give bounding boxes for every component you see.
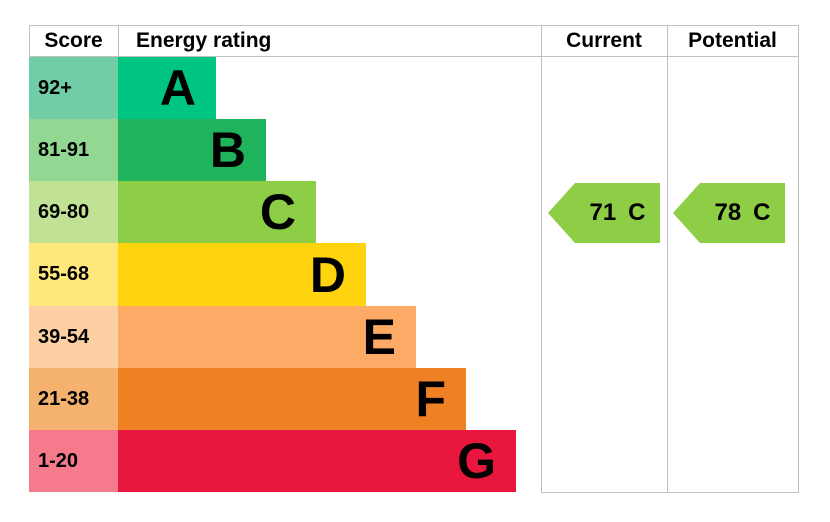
band-bar: C bbox=[118, 181, 316, 243]
left-pointing-arrow-shape bbox=[548, 183, 660, 243]
table-border-right bbox=[798, 25, 799, 493]
potential-rating-label: 78 C bbox=[700, 183, 785, 243]
score-column-header: Score bbox=[44, 29, 103, 52]
band-letter: E bbox=[362, 309, 396, 365]
score-range-cell: 81-91 bbox=[29, 119, 118, 181]
table-border-bottom bbox=[541, 492, 799, 493]
score-range-cell: 1-20 bbox=[29, 430, 118, 492]
score-range-cell: 21-38 bbox=[29, 368, 118, 430]
band-letter: F bbox=[415, 371, 446, 427]
score-range-cell: 55-68 bbox=[29, 243, 118, 306]
current-rating-arrow: 71 C bbox=[548, 183, 660, 243]
potential-rating-band: C bbox=[753, 199, 771, 226]
potential-rating-arrow: 78 C bbox=[673, 183, 785, 243]
band-letter: B bbox=[209, 122, 246, 178]
band-letter: A bbox=[159, 60, 196, 116]
energy-rating-column-header: Energy rating bbox=[136, 29, 272, 52]
current-rating-band: C bbox=[628, 199, 646, 226]
score-range-cell: 92+ bbox=[29, 57, 118, 119]
score-range-cell: 69-80 bbox=[29, 181, 118, 243]
current-rating-label: 71 C bbox=[575, 183, 660, 243]
potential-column-left-border bbox=[667, 25, 668, 493]
band-bar: D bbox=[118, 243, 366, 306]
current-column-left-border bbox=[541, 25, 542, 493]
current-rating-value: 71 bbox=[589, 199, 617, 226]
score-column-left-border bbox=[29, 25, 30, 56]
band-letter: C bbox=[259, 184, 296, 240]
potential-rating-value: 78 bbox=[714, 199, 742, 226]
header-bottom-border bbox=[29, 56, 799, 57]
band-letter: D bbox=[309, 246, 346, 303]
score-column-right-border bbox=[118, 25, 119, 56]
band-bar: A bbox=[118, 57, 216, 119]
band-bar: B bbox=[118, 119, 266, 181]
score-range-cell: 39-54 bbox=[29, 306, 118, 368]
band-bar: G bbox=[118, 430, 516, 492]
left-pointing-arrow-shape bbox=[673, 183, 785, 243]
table-border-top bbox=[29, 25, 799, 26]
band-bar: E bbox=[118, 306, 416, 368]
band-bar: F bbox=[118, 368, 466, 430]
potential-column-header: Potential bbox=[688, 29, 777, 52]
band-letter: G bbox=[457, 433, 496, 489]
current-column-header: Current bbox=[566, 29, 642, 52]
